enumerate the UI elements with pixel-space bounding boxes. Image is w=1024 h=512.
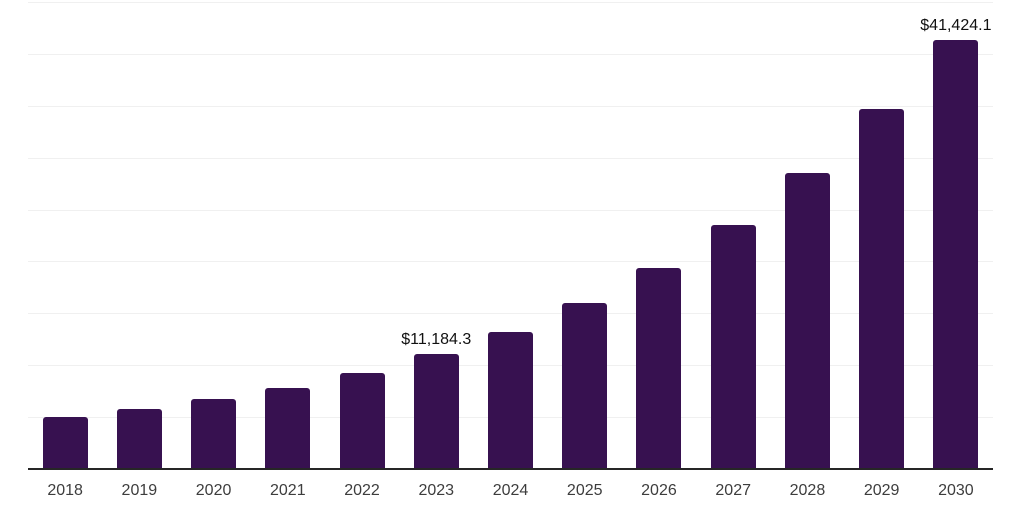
x-tick-label-2025: 2025 — [566, 482, 603, 499]
gridline-30000 — [28, 157, 993, 159]
bar-2025 — [562, 303, 608, 470]
bar-2024 — [488, 331, 533, 470]
gridline-25000 — [28, 209, 993, 211]
bar-2019 — [116, 408, 162, 470]
x-tick-label-2030: 2030 — [938, 482, 974, 499]
bar-2021 — [265, 387, 311, 470]
gridline-40000 — [28, 53, 993, 55]
bar-2027 — [710, 224, 756, 470]
x-tick-label-2024: 2024 — [492, 482, 529, 499]
x-tick-label-2022: 2022 — [344, 482, 380, 499]
value-label-2023: $11,184.3 — [401, 330, 472, 348]
bar-2026 — [636, 268, 682, 470]
bar-2030 — [933, 40, 979, 470]
value-label-2030: $41,424.1 — [920, 17, 992, 35]
bar-2022 — [339, 372, 385, 470]
x-tick-label-2023: 2023 — [418, 482, 455, 499]
gridline-15000 — [28, 313, 993, 315]
gridline-20000 — [28, 261, 993, 263]
x-tick-label-2027: 2027 — [715, 482, 751, 499]
bar-2029 — [859, 108, 905, 470]
gridline-45000 — [28, 2, 993, 3]
bar-2020 — [191, 399, 237, 470]
bar-2023 — [413, 353, 459, 470]
plot-area: $11,184.3 $41,424.1 — [28, 0, 993, 470]
x-tick-label-2028: 2028 — [789, 482, 826, 499]
x-tick-label-2019: 2019 — [121, 482, 158, 499]
bar-2018 — [42, 416, 88, 470]
x-axis: 2018 2019 2020 2021 2022 2023 2024 2025 2026 2027… — [28, 480, 993, 504]
gridline-35000 — [28, 105, 993, 107]
x-tick-label-2029: 2029 — [863, 482, 900, 499]
x-tick-label-2020: 2020 — [195, 482, 232, 499]
x-tick-label-2021: 2021 — [270, 482, 306, 499]
x-axis-line — [28, 468, 993, 470]
x-tick-label-2018: 2018 — [47, 482, 83, 499]
bar-2028 — [784, 173, 830, 470]
x-tick-label-2026: 2026 — [641, 482, 677, 499]
